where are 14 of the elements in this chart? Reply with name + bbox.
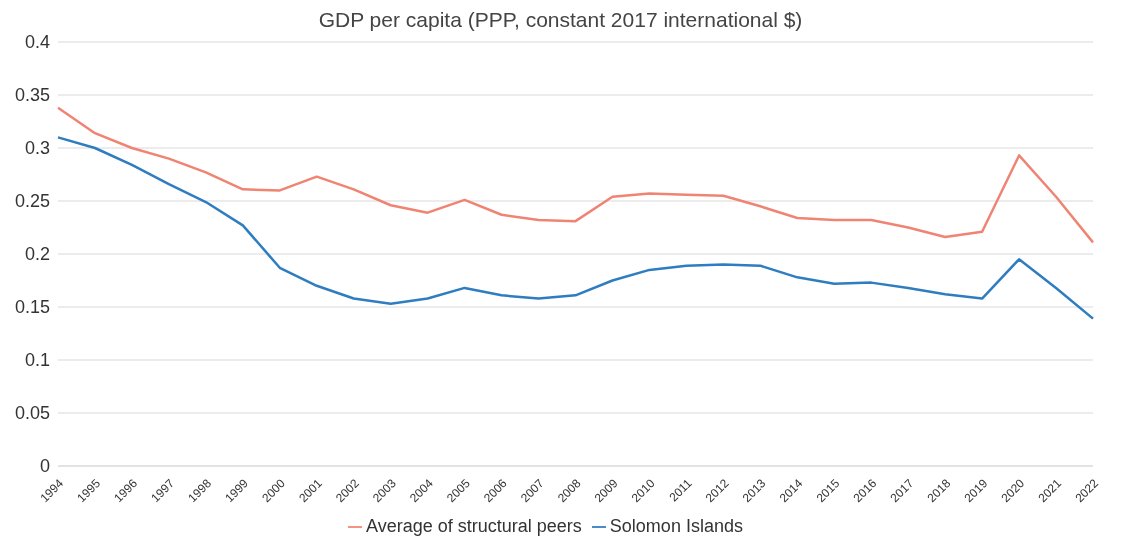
y-tick-label: 0.3 (24, 138, 50, 159)
chart-title: GDP per capita (PPP, constant 2017 international $) (317, 8, 804, 32)
legend-label: Average of structural peers (366, 516, 582, 536)
line-series (56, 106, 1095, 244)
y-tick-label: 0.4 (24, 32, 50, 53)
y-tick-label: 0.05 (14, 403, 50, 424)
y-tick-label: 0.25 (14, 191, 50, 212)
y-tick-label: 0.2 (24, 244, 50, 265)
line-series (56, 136, 1095, 320)
legend-label: Solomon Islands (609, 516, 743, 536)
y-tick-label: 0.1 (24, 350, 50, 371)
y-tick-label: 0 (39, 456, 50, 477)
y-tick-label: 0.35 (14, 85, 50, 106)
y-tick-label: 0.15 (14, 297, 50, 318)
